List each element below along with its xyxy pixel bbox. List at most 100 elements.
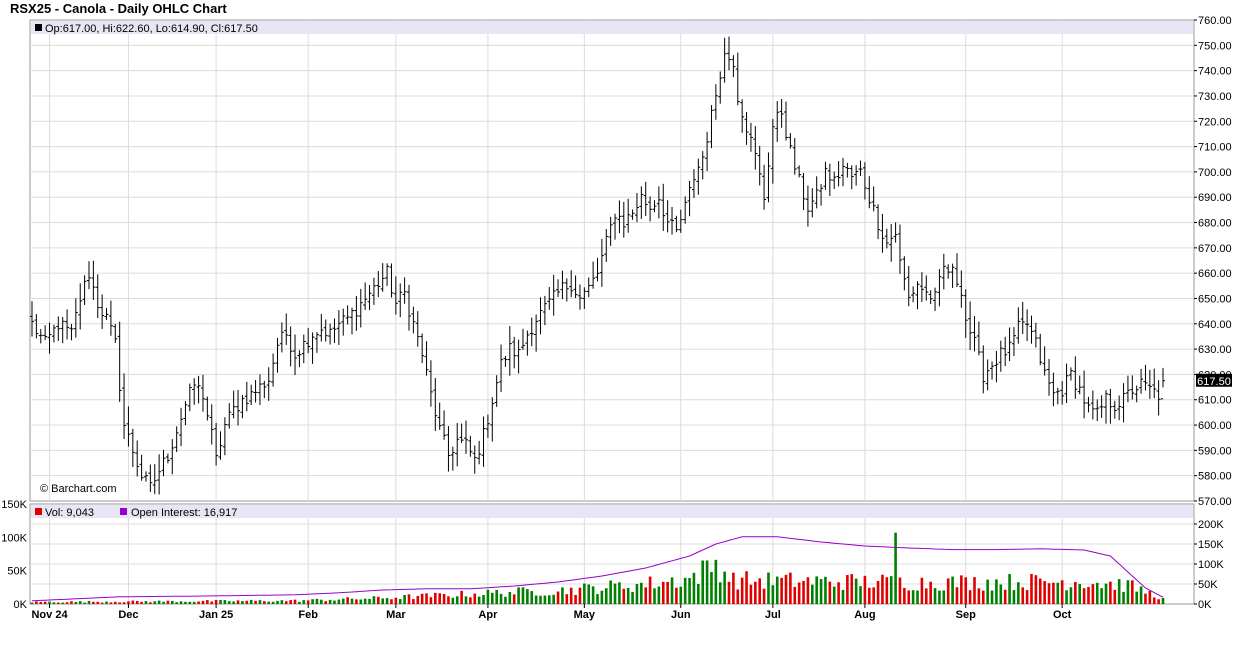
ohlc-bar	[595, 257, 600, 282]
volume-bar	[35, 601, 38, 604]
ohlc-bar	[1152, 368, 1157, 399]
ohlc-bar	[69, 323, 74, 341]
ohlc-bar	[47, 322, 52, 354]
ohlc-bar	[1121, 383, 1126, 423]
volume-bar	[578, 587, 582, 604]
volume-bar	[754, 581, 757, 604]
open-interest-axis-right: 0K 50K 100K 150K 200K	[1194, 519, 1224, 611]
price-tick-label: 690.00	[1198, 192, 1232, 204]
ohlc-bar	[100, 294, 105, 329]
volume-bar	[70, 601, 73, 604]
ohlc-bar	[148, 464, 153, 492]
volume-bar	[188, 601, 192, 604]
ohlc-bar	[705, 131, 710, 172]
ohlc-bar	[871, 186, 876, 212]
volume-bar	[600, 590, 604, 604]
ohlc-bar	[827, 163, 832, 197]
volume-bar	[740, 577, 744, 604]
volume-bar	[425, 593, 428, 604]
volume-bar	[144, 601, 148, 604]
ohlc-bar	[108, 300, 113, 336]
volume-bar	[789, 572, 792, 604]
volume-bar	[1008, 574, 1011, 604]
volume-bar	[508, 591, 512, 604]
volume-bar	[184, 601, 187, 604]
volume-bar	[626, 587, 630, 604]
volume-bar	[995, 579, 998, 604]
ohlc-bar	[332, 318, 337, 343]
ohlc-bar	[919, 272, 924, 302]
ohlc-bar	[122, 373, 127, 439]
ohlc-bar	[183, 400, 188, 426]
price-tick-label: 710.00	[1198, 142, 1232, 154]
ohlc-bar	[328, 323, 333, 345]
ohlc-bar	[499, 344, 504, 392]
volume-bar	[640, 582, 643, 604]
volume-bar	[337, 599, 341, 604]
volume-bar	[420, 593, 424, 604]
price-tick-label: 590.00	[1198, 445, 1232, 457]
volume-bar	[556, 591, 560, 604]
volume-bar	[1095, 582, 1099, 604]
ohlc-bar	[981, 345, 986, 394]
volume-bar	[1109, 581, 1112, 604]
ohlc-bar	[433, 378, 438, 431]
volume-bar	[206, 600, 209, 604]
volume-bar	[381, 598, 384, 604]
ohlc-bar	[876, 204, 881, 240]
volume-bar	[153, 601, 157, 604]
ohlc-bar	[1147, 369, 1152, 399]
volume-bar	[258, 600, 262, 604]
price-legend-swatch	[35, 24, 42, 31]
ohlc-bar	[902, 256, 907, 291]
volume-bar	[298, 601, 301, 604]
volume-bar	[1148, 590, 1152, 604]
price-axis: 570.00580.00590.00600.00610.00620.00630.…	[1194, 15, 1232, 508]
ohlc-bar	[1099, 395, 1104, 418]
volume-bar	[999, 584, 1003, 604]
volume-bar	[311, 599, 314, 604]
ohlc-bar	[393, 276, 398, 315]
open-interest-line	[31, 536, 1164, 602]
volume-bar	[1091, 584, 1095, 604]
volume-bar	[315, 598, 319, 604]
volume-bar	[916, 590, 919, 604]
ohlc-bar	[897, 224, 902, 274]
ohlc-bar	[639, 186, 644, 219]
volume-bar	[806, 577, 810, 604]
ohlc-bar	[91, 260, 96, 300]
ohlc-bar	[959, 270, 964, 308]
price-grid	[30, 20, 1194, 501]
date-tick-label: Jan 25	[199, 609, 233, 621]
ohlc-bar	[604, 229, 609, 262]
volume-bar	[587, 584, 591, 604]
ohlc-bar	[691, 169, 696, 199]
open-interest-tick-label: 150K	[1198, 539, 1224, 551]
ohlc-bar	[810, 188, 815, 218]
volume-bar	[889, 576, 893, 604]
volume-bar	[653, 588, 656, 604]
volume-bar	[692, 572, 696, 604]
price-panel	[29, 19, 1195, 502]
volume-bar	[1144, 593, 1147, 604]
ohlc-bar	[319, 313, 324, 342]
ohlc-bar	[494, 375, 499, 407]
ohlc-bar	[468, 435, 473, 457]
ohlc-bar	[459, 423, 464, 443]
open-interest-legend-swatch	[120, 508, 127, 515]
date-tick-label: Aug	[854, 609, 875, 621]
price-tick-label: 660.00	[1198, 268, 1232, 280]
volume-bar	[482, 594, 485, 604]
volume-bar	[149, 602, 152, 604]
volume-bar	[644, 587, 648, 604]
volume-bar	[881, 574, 884, 604]
ohlc-bar	[143, 471, 148, 482]
volume-bar	[1034, 575, 1038, 604]
volume-bar	[157, 600, 161, 604]
volume-bar	[398, 599, 402, 604]
volume-bar	[355, 599, 358, 604]
volume-bar	[543, 595, 547, 604]
ohlc-bar	[1139, 368, 1144, 394]
volume-bar	[1152, 597, 1156, 604]
volume-bar	[1069, 587, 1073, 604]
